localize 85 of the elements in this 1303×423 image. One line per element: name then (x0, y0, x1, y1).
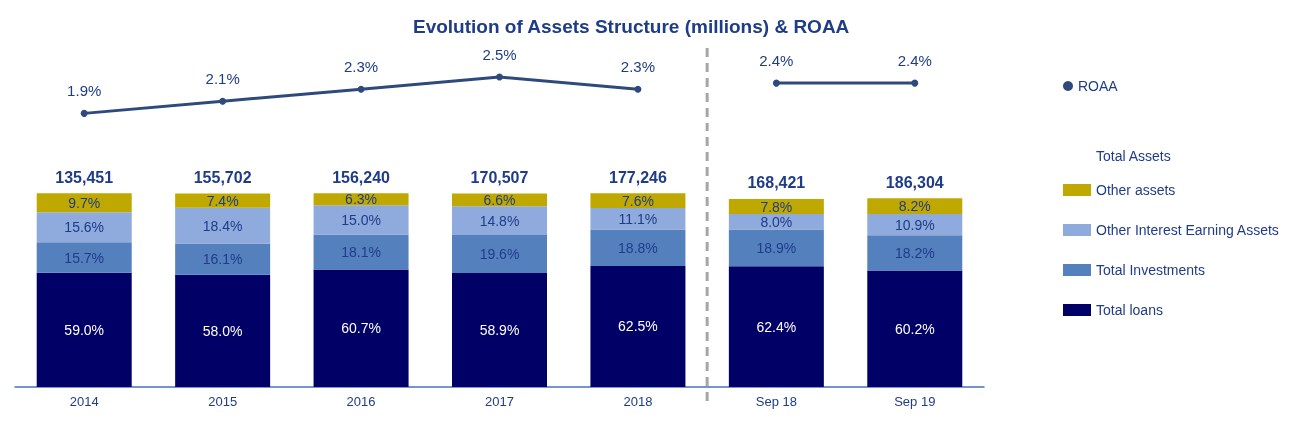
point (496, 73, 503, 81)
x-tick-label: 2014 (69, 394, 99, 409)
data-label: 2.5% (482, 45, 517, 63)
data-label: 59.0% (64, 321, 105, 338)
data-label: 15.0% (341, 211, 381, 228)
x-tick-label: Sep 18 (755, 394, 797, 409)
text: 135,451 (55, 168, 114, 186)
data-label: 1.9% (67, 81, 102, 99)
point (357, 85, 365, 93)
data-label: 7.6% (621, 192, 654, 209)
data-label: 58.0% (202, 322, 243, 339)
text: 170,507 (470, 169, 529, 187)
bar (36, 272, 132, 387)
legend-label: Total loans (1096, 302, 1163, 318)
data-label: 58.9% (479, 321, 520, 338)
bar (590, 193, 686, 209)
data-label: 6.6% (483, 191, 516, 208)
bar (452, 206, 547, 235)
point (911, 79, 919, 87)
data-label: 2.4% (759, 51, 794, 69)
data-label: 18.2% (894, 244, 935, 261)
text: 155,702 (193, 169, 252, 187)
data-label: 62.4% (756, 318, 797, 335)
data-label: 18.8% (618, 239, 658, 256)
text: 186,304 (885, 173, 944, 191)
text: 156,240 (332, 168, 391, 186)
bar (590, 265, 686, 387)
bar (452, 234, 547, 273)
x-tick-label: 2015 (208, 394, 238, 409)
data-label: 62.5% (618, 318, 658, 335)
data-label: 16.1% (202, 251, 243, 268)
bar (36, 212, 132, 243)
point (80, 109, 88, 117)
bar (36, 242, 132, 273)
bar (313, 234, 409, 270)
legend-label: Other Interest Earning Assets (1096, 222, 1279, 238)
text: 177,246 (609, 168, 667, 186)
bar (175, 274, 271, 387)
data-label: 18.1% (341, 243, 381, 260)
data-label: 2.4% (897, 51, 932, 69)
data-label: 14.8% (479, 212, 520, 229)
bar (728, 229, 824, 267)
data-label: 15.7% (64, 249, 105, 266)
text: 168,421 (747, 174, 806, 192)
point (772, 79, 780, 87)
bar (728, 214, 824, 230)
chart-title: Evolution of Assets Structure (millions) & ROAA (413, 16, 850, 37)
bar (313, 269, 409, 387)
data-label: 8.2% (898, 198, 931, 215)
x-tick-label: 2018 (623, 394, 653, 409)
bar (175, 243, 271, 275)
x-tick-label: Sep 19 (894, 394, 936, 409)
data-label: 18.9% (756, 239, 797, 256)
data-label: 60.7% (341, 320, 381, 337)
x-tick-label: 2016 (346, 394, 376, 409)
data-label: 7.8% (760, 198, 793, 215)
data-label: 18.4% (202, 217, 243, 234)
bar (867, 270, 963, 387)
bar (867, 235, 963, 271)
bar (728, 266, 824, 387)
legend-title: Total Assets (1096, 148, 1171, 164)
data-label: 10.9% (894, 216, 935, 233)
bar (175, 207, 271, 244)
x-tick-label: 2017 (485, 394, 514, 409)
bar (313, 205, 409, 235)
data-label: 11.1% (618, 210, 658, 227)
legend-label: Total Investments (1096, 262, 1205, 278)
data-label: 19.6% (479, 245, 520, 262)
legend-label: ROAA (1078, 78, 1119, 94)
point (634, 85, 642, 93)
bar (452, 272, 547, 387)
bar (590, 208, 686, 230)
point (219, 97, 227, 105)
data-label: 2.3% (620, 57, 656, 75)
data-label: 15.6% (64, 219, 105, 236)
legend-label: Other assets (1096, 182, 1176, 198)
data-label: 8.0% (760, 213, 793, 230)
data-label: 2.1% (205, 69, 240, 87)
data-label: 7.4% (206, 192, 239, 209)
data-label: 9.7% (68, 194, 101, 211)
bar (36, 193, 132, 213)
data-label: 60.2% (894, 320, 935, 337)
data-label: 2.3% (343, 57, 379, 75)
bar (590, 229, 686, 266)
data-label: 6.3% (345, 191, 378, 208)
